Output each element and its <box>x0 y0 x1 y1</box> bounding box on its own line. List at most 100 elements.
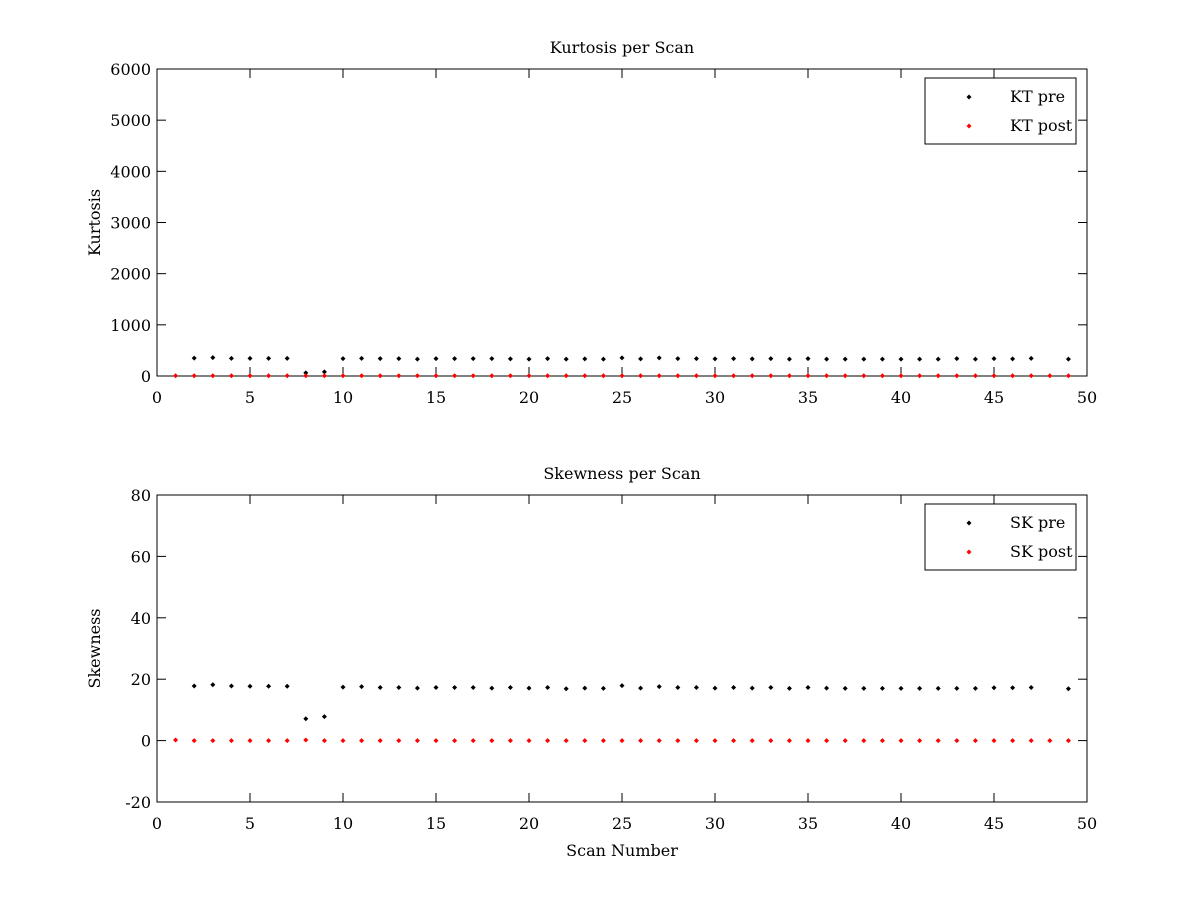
skewness-data-point <box>972 738 978 744</box>
kurtosis-data-point <box>656 373 662 379</box>
kurtosis-data-point <box>1028 355 1034 361</box>
kurtosis-data-point <box>414 356 420 362</box>
kurtosis-legend-marker <box>966 94 972 100</box>
skewness-x-tick-label: 45 <box>984 814 1004 833</box>
skewness-data-point <box>879 685 885 691</box>
kurtosis-data-point <box>321 373 327 379</box>
skewness-data-point <box>712 685 718 691</box>
kurtosis-data-point <box>340 356 346 362</box>
skewness-data-point <box>470 684 476 690</box>
kurtosis-data-point <box>284 355 290 361</box>
skewness-data-point <box>526 738 532 744</box>
skewness-data-point <box>712 738 718 744</box>
skewness-data-point <box>266 683 272 689</box>
kurtosis-data-point <box>1065 356 1071 362</box>
skewness-data-point <box>656 684 662 690</box>
kurtosis-y-tick-label: 2000 <box>110 265 151 284</box>
skewness-data-point <box>600 738 606 744</box>
kurtosis-data-point <box>1010 373 1016 379</box>
kurtosis-data-point <box>935 373 941 379</box>
skewness-legend-marker <box>966 520 972 526</box>
skewness-data-point <box>917 738 923 744</box>
skewness-y-tick-label: 40 <box>131 609 151 628</box>
skewness-x-tick-label: 50 <box>1077 814 1097 833</box>
kurtosis-data-point <box>303 373 309 379</box>
skewness-data-point <box>507 684 513 690</box>
kurtosis-data-point <box>693 356 699 362</box>
skewness-data-point <box>359 684 365 690</box>
kurtosis-y-tick-label: 4000 <box>110 162 151 181</box>
skewness-data-point <box>414 685 420 691</box>
skewness-data-point <box>898 685 904 691</box>
kurtosis-data-point <box>805 356 811 362</box>
skewness-data-point <box>210 682 216 688</box>
kurtosis-data-point <box>489 356 495 362</box>
skewness-data-point <box>340 738 346 744</box>
skewness-data-point <box>805 684 811 690</box>
kurtosis-data-point <box>693 373 699 379</box>
kurtosis-data-point <box>470 356 476 362</box>
kurtosis-data-point <box>359 373 365 379</box>
kurtosis-data-point <box>582 356 588 362</box>
kurtosis-data-point <box>824 373 830 379</box>
skewness-data-point <box>954 685 960 691</box>
skewness-data-point <box>842 685 848 691</box>
kurtosis-data-point <box>768 356 774 362</box>
kurtosis-data-point <box>340 373 346 379</box>
kurtosis-data-point <box>284 373 290 379</box>
skewness-data-point <box>303 716 309 722</box>
skewness-data-point <box>1028 738 1034 744</box>
kurtosis-data-point <box>507 356 513 362</box>
kurtosis-data-point <box>470 373 476 379</box>
skewness-legend-box <box>924 503 1077 571</box>
kurtosis-data-point <box>582 373 588 379</box>
kurtosis-data-point <box>377 356 383 362</box>
kurtosis-data-point <box>749 373 755 379</box>
skewness-data-point <box>191 683 197 689</box>
skewness-data-point <box>433 738 439 744</box>
kurtosis-data-point <box>731 373 737 379</box>
kurtosis-data-point <box>898 373 904 379</box>
skewness-data-point <box>619 738 625 744</box>
kurtosis-data-point <box>879 356 885 362</box>
skewness-data-point <box>507 738 513 744</box>
skewness-data-point <box>824 685 830 691</box>
skewness-data-point <box>693 684 699 690</box>
skewness-data-point <box>545 684 551 690</box>
kurtosis-data-point <box>731 356 737 362</box>
kurtosis-data-point <box>712 373 718 379</box>
kurtosis-data-point <box>247 373 253 379</box>
skewness-data-point <box>731 684 737 690</box>
skewness-data-point <box>768 684 774 690</box>
kurtosis-data-point <box>545 373 551 379</box>
kurtosis-chart-title: Kurtosis per Scan <box>550 38 694 57</box>
kurtosis-data-point <box>247 355 253 361</box>
skewness-data-point <box>861 738 867 744</box>
skewness-legend-label: SK post <box>1010 542 1073 561</box>
kurtosis-data-point <box>619 355 625 361</box>
skewness-legend: SK pre SK post <box>924 503 1077 571</box>
kurtosis-x-tick-label: 50 <box>1077 388 1097 407</box>
kurtosis-data-point <box>359 355 365 361</box>
kurtosis-data-point <box>842 373 848 379</box>
kurtosis-data-point <box>433 356 439 362</box>
skewness-data-point <box>359 738 365 744</box>
skewness-data-point <box>693 738 699 744</box>
kurtosis-data-point <box>1010 356 1016 362</box>
skewness-data-point <box>749 738 755 744</box>
kurtosis-legend-label: KT post <box>1010 116 1073 135</box>
skewness-y-tick-label: 80 <box>131 486 151 505</box>
skewness-data-point <box>731 738 737 744</box>
kurtosis-data-point <box>489 373 495 379</box>
skewness-x-tick-label: 0 <box>152 814 162 833</box>
skewness-data-point <box>879 738 885 744</box>
skewness-data-point <box>1065 686 1071 692</box>
kurtosis-data-point <box>191 355 197 361</box>
kurtosis-data-point <box>452 373 458 379</box>
kurtosis-data-point <box>452 356 458 362</box>
kurtosis-data-point <box>768 373 774 379</box>
kurtosis-data-point <box>786 373 792 379</box>
kurtosis-data-point <box>675 373 681 379</box>
kurtosis-x-tick-label: 20 <box>519 388 539 407</box>
kurtosis-x-tick-label: 30 <box>705 388 725 407</box>
